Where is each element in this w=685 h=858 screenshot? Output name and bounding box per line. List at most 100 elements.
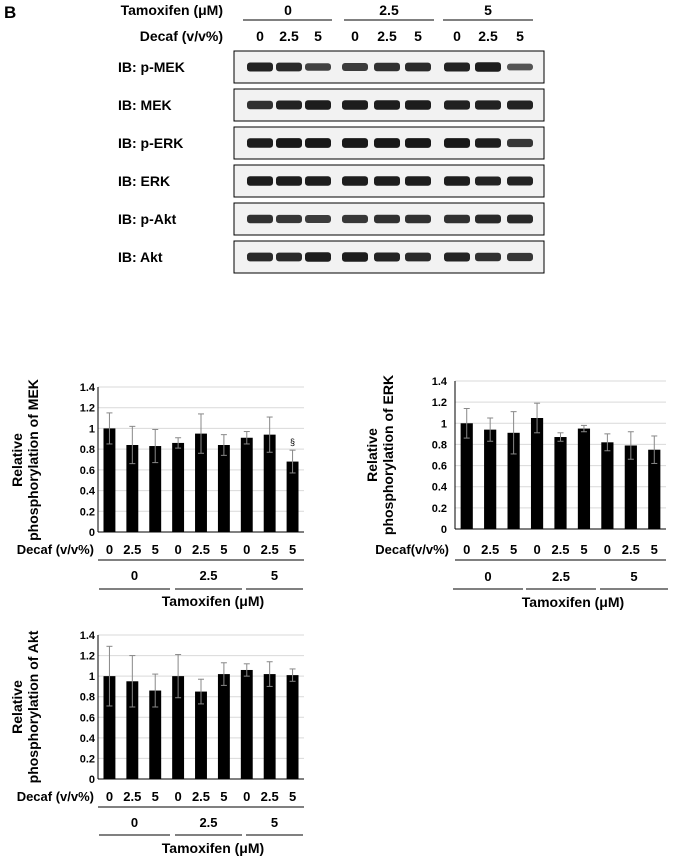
blot-band bbox=[507, 252, 533, 262]
y-tick-label: 0.8 bbox=[80, 692, 95, 704]
x-category-label: 0 bbox=[243, 542, 250, 557]
y-tick-label: 1.2 bbox=[432, 397, 447, 409]
blot-band bbox=[507, 100, 533, 110]
blot-decaf-level: 0 bbox=[453, 28, 461, 44]
blot-band bbox=[276, 214, 302, 224]
panel-label: B bbox=[4, 3, 16, 22]
blot-band bbox=[276, 176, 302, 186]
y-tick-label: 0.4 bbox=[432, 482, 448, 494]
blot-decaf-level: 2.5 bbox=[377, 28, 397, 44]
tamoxifen-group-label: 2.5 bbox=[199, 568, 217, 583]
y-axis-label-line: phosphorylation of ERK bbox=[380, 375, 396, 535]
blot-row-label: IB: p-ERK bbox=[118, 135, 183, 151]
blot-band bbox=[247, 138, 273, 148]
blot-band bbox=[305, 215, 331, 223]
bar bbox=[648, 449, 661, 529]
y-tick-label: 0.6 bbox=[80, 712, 95, 724]
x-category-label: 0 bbox=[463, 542, 470, 557]
mek-phosphorylation-chart: 00.20.40.60.811.21.40 2.5 5 0 2.5 5 0 2.5 5§Rela… bbox=[9, 379, 304, 609]
bar bbox=[149, 690, 162, 779]
y-tick-label: 1.2 bbox=[80, 403, 95, 415]
y-tick-label: 0.8 bbox=[80, 444, 95, 456]
significance-mark: § bbox=[290, 437, 295, 447]
y-tick-label: 0.4 bbox=[80, 733, 96, 745]
blot-decaf-level: 5 bbox=[314, 28, 322, 44]
blot-band bbox=[405, 214, 431, 224]
x-category-label: 5 bbox=[289, 789, 296, 804]
bar bbox=[263, 434, 276, 532]
blot-band bbox=[444, 214, 470, 224]
blot-band bbox=[405, 62, 431, 72]
blot-tamoxifen-group: 2.5 bbox=[379, 2, 399, 18]
y-tick-label: 0.2 bbox=[432, 503, 447, 515]
blot-row-label: IB: ERK bbox=[118, 173, 170, 189]
x-category-label: 5 bbox=[510, 542, 517, 557]
blot-band bbox=[475, 176, 501, 186]
blot-band bbox=[444, 252, 470, 262]
bar bbox=[103, 676, 116, 779]
blot-row-label: IB: MEK bbox=[118, 97, 172, 113]
x-category-label: 2.5 bbox=[123, 789, 141, 804]
blot-band bbox=[305, 252, 331, 262]
blot-band bbox=[374, 176, 400, 186]
bar bbox=[240, 437, 253, 532]
tamoxifen-group-label: 2.5 bbox=[199, 815, 217, 830]
blot-band bbox=[405, 100, 431, 110]
x-category-label: 5 bbox=[580, 542, 587, 557]
y-axis-label: Relativephosphorylation of ERK bbox=[364, 375, 396, 535]
blot-band bbox=[276, 62, 302, 72]
western-blot-panel: Tamoxifen (μM) Decaf (v/v%) 0 2.5 50 2.5 5 0 2… bbox=[118, 2, 545, 274]
tamoxifen-axis-title: Tamoxifen (μM) bbox=[162, 840, 264, 856]
blot-band bbox=[507, 214, 533, 224]
blot-decaf-label: Decaf (v/v%) bbox=[140, 28, 223, 44]
x-category-label: 2.5 bbox=[261, 789, 279, 804]
bar bbox=[126, 681, 139, 779]
x-category-label: 5 bbox=[220, 789, 227, 804]
blot-band bbox=[305, 176, 331, 186]
bar bbox=[103, 428, 116, 532]
bar bbox=[149, 446, 162, 532]
y-axis-label-line: Relative bbox=[9, 433, 25, 487]
blot-band bbox=[475, 138, 501, 148]
blot-band bbox=[247, 176, 273, 186]
y-tick-label: 0 bbox=[441, 524, 447, 536]
decaf-row-label: Decaf (v/v%) bbox=[17, 789, 94, 804]
bar bbox=[195, 433, 207, 532]
blot-tamoxifen-group: 0 bbox=[284, 2, 292, 18]
blot-band bbox=[276, 100, 302, 110]
y-axis-label-line: phosphorylation of Akt bbox=[25, 630, 41, 783]
erk-phosphorylation-chart: 0 0.2 0.4 0.6 0.8 1 1.2 1.4 0 2.5 5 0 2.5 5 0 2.5 5 Relat… bbox=[364, 375, 668, 610]
blot-band bbox=[475, 100, 501, 110]
x-category-label: 0 bbox=[243, 789, 250, 804]
bar bbox=[554, 437, 567, 529]
blot-band bbox=[342, 176, 368, 186]
x-category-label: 5 bbox=[651, 542, 658, 557]
blot-decaf-level: 5 bbox=[516, 28, 524, 44]
bar bbox=[263, 674, 276, 779]
y-axis-label-line: Relative bbox=[364, 428, 380, 482]
y-tick-label: 1 bbox=[89, 671, 95, 683]
bar bbox=[172, 442, 185, 532]
y-tick-label: 0.6 bbox=[432, 461, 447, 473]
y-tick-label: 0.2 bbox=[80, 506, 95, 518]
blot-band bbox=[444, 138, 470, 148]
blot-decaf-level: 2.5 bbox=[478, 28, 498, 44]
decaf-row-label: Decaf (v/v%) bbox=[17, 542, 94, 557]
bar bbox=[240, 669, 253, 779]
tamoxifen-group-label: 0 bbox=[484, 569, 491, 584]
x-category-label: 0 bbox=[174, 542, 181, 557]
blot-band bbox=[276, 252, 302, 262]
y-tick-label: 0.4 bbox=[80, 486, 96, 498]
blot-band bbox=[305, 100, 331, 110]
tamoxifen-group-label: 5 bbox=[271, 815, 278, 830]
blot-band bbox=[444, 176, 470, 186]
blot-band bbox=[342, 100, 368, 110]
blot-band bbox=[405, 176, 431, 186]
blot-band bbox=[342, 214, 368, 224]
x-category-label: 2.5 bbox=[261, 542, 279, 557]
blot-tamoxifen-group: 5 bbox=[484, 2, 492, 18]
bar bbox=[484, 429, 497, 529]
x-category-label: 5 bbox=[152, 542, 159, 557]
y-axis-label: Relativephosphorylation of Akt bbox=[9, 630, 41, 783]
